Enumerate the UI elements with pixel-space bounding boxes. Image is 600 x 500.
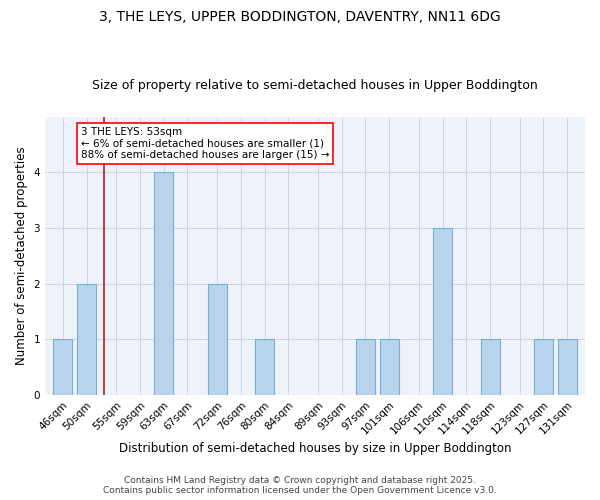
Text: Contains HM Land Registry data © Crown copyright and database right 2025.
Contai: Contains HM Land Registry data © Crown c… [103,476,497,495]
Bar [208,284,227,395]
X-axis label: Distribution of semi-detached houses by size in Upper Boddington: Distribution of semi-detached houses by … [119,442,511,455]
Title: Size of property relative to semi-detached houses in Upper Boddington: Size of property relative to semi-detach… [92,79,538,92]
Y-axis label: Number of semi-detached properties: Number of semi-detached properties [15,146,28,365]
Bar [53,339,73,394]
Bar [534,339,553,394]
Bar [77,284,96,395]
Bar [380,339,398,394]
Text: 3 THE LEYS: 53sqm
← 6% of semi-detached houses are smaller (1)
88% of semi-detac: 3 THE LEYS: 53sqm ← 6% of semi-detached … [80,127,329,160]
Bar [481,339,500,394]
Bar [356,339,375,394]
Text: 3, THE LEYS, UPPER BODDINGTON, DAVENTRY, NN11 6DG: 3, THE LEYS, UPPER BODDINGTON, DAVENTRY,… [99,10,501,24]
Bar [558,339,577,394]
Bar [433,228,452,394]
Bar [255,339,274,394]
Bar [154,172,173,394]
